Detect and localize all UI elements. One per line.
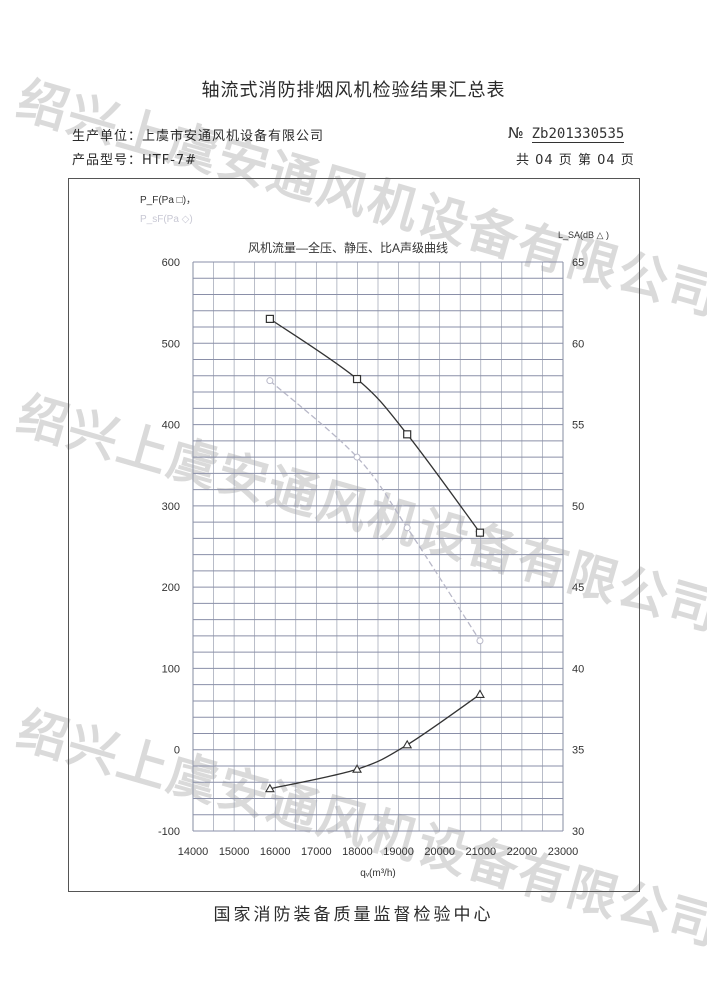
page-title: 轴流式消防排烟风机检验结果汇总表 <box>201 80 506 101</box>
y-right-tick-label: 30 <box>572 826 584 838</box>
number-symbol: № <box>508 124 524 142</box>
data-point-diamond <box>266 377 274 385</box>
data-point-square <box>403 430 412 439</box>
model-value: HTF-7# <box>142 153 198 168</box>
y-right-tick-label: 65 <box>572 257 584 269</box>
x-tick-label: 15000 <box>219 846 250 858</box>
model-line: 产品型号：HTF-7# <box>72 149 197 168</box>
model-label: 产品型号： <box>72 153 143 168</box>
data-point-triangle <box>402 739 413 749</box>
number-value: Zb201330535 <box>531 126 625 143</box>
producer-label: 生产单位： <box>72 129 143 144</box>
page-count: 共 04 页 第 04 页 <box>516 153 635 168</box>
x-tick-label: 16000 <box>260 846 291 858</box>
data-point-diamond <box>476 637 484 645</box>
data-point-triangle <box>352 764 362 773</box>
footer-org: 国家消防装备质量监督检验中心 <box>213 905 494 925</box>
y-left-tick-label: 600 <box>162 257 180 269</box>
series-line-total_pressure <box>269 318 481 534</box>
y-left-tick-label: 500 <box>162 338 180 350</box>
data-point-square <box>475 528 485 537</box>
data-point-diamond <box>403 524 411 532</box>
x-tick-label: 17000 <box>301 846 332 858</box>
y-right-tick-label: 55 <box>572 420 584 432</box>
x-tick-label: 20000 <box>424 846 455 858</box>
x-tick-label: 19000 <box>383 846 414 858</box>
y-right-tick-label: 60 <box>572 338 584 350</box>
chart-frame <box>68 178 640 892</box>
x-tick-label: 23000 <box>548 846 579 858</box>
y-left-axis-label: P_F(Pa □)， <box>140 195 196 206</box>
y-left-tick-label: 200 <box>162 582 180 594</box>
x-tick-label: 22000 <box>507 846 538 858</box>
series-line-sound_level <box>269 693 481 790</box>
data-point-diamond <box>353 453 361 461</box>
data-point-triangle <box>475 689 485 698</box>
y-right-tick-label: 35 <box>572 745 584 757</box>
x-tick-label: 18000 <box>342 846 373 858</box>
x-tick-label: 21000 <box>465 846 496 858</box>
x-tick-label: 14000 <box>178 846 209 858</box>
x-axis-label: qᵥ(m³/h) <box>360 868 395 879</box>
y-left-tick-label: 300 <box>162 501 180 513</box>
data-point-triangle <box>264 783 275 793</box>
y-left-tick-label: -100 <box>158 826 180 838</box>
y-left-tick-label: 100 <box>162 663 180 675</box>
chart-title: 风机流量—全压、静压、比A声级曲线 <box>248 240 448 255</box>
data-point-square <box>265 314 274 323</box>
y-right-tick-label: 40 <box>572 663 584 675</box>
y-right-axis-label: L_SA(dB △ ) <box>558 230 609 240</box>
y-right-tick-label: 45 <box>572 582 584 594</box>
y-left-axis-label-static: P_sF(Pa ◇) <box>140 214 193 225</box>
y-left-tick-label: 400 <box>162 420 180 432</box>
producer-line: 生产单位：上虞市安通风机设备有限公司 <box>72 125 324 144</box>
y-left-tick-label: 0 <box>174 745 180 757</box>
y-right-tick-label: 50 <box>572 501 584 513</box>
data-point-square <box>352 374 362 384</box>
series-line-static_pressure <box>269 380 481 642</box>
report-number: № Zb201330535 <box>508 124 625 143</box>
producer-value: 上虞市安通风机设备有限公司 <box>142 129 325 144</box>
